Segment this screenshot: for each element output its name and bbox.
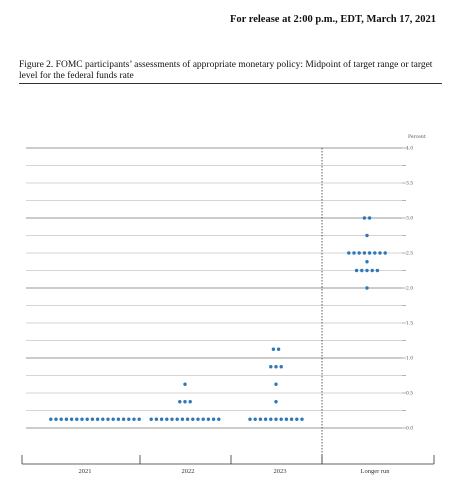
participant-dot bbox=[365, 233, 369, 238]
participant-dot bbox=[217, 417, 221, 421]
y-tick-label: 4.0 bbox=[406, 146, 413, 152]
participant-dot bbox=[367, 216, 372, 220]
participant-dot bbox=[178, 400, 182, 404]
participant-dot bbox=[367, 251, 372, 255]
participant-dot bbox=[54, 417, 58, 421]
participant-dot bbox=[274, 400, 278, 404]
participant-dot bbox=[75, 417, 79, 421]
participant-dot bbox=[188, 400, 192, 404]
y-tick-label: 3.5 bbox=[406, 181, 413, 187]
x-tick-label: 2021 bbox=[79, 468, 92, 475]
participant-dot bbox=[253, 417, 257, 421]
participant-dot bbox=[95, 417, 100, 421]
y-tick-label: 0.5 bbox=[406, 391, 413, 397]
participant-dot bbox=[132, 417, 136, 421]
participant-dot bbox=[191, 417, 195, 421]
participant-dot bbox=[64, 417, 69, 421]
y-tick-label: 2.5 bbox=[406, 251, 413, 257]
participant-dot bbox=[206, 417, 211, 421]
participant-dot bbox=[196, 417, 200, 421]
participant-dot bbox=[357, 251, 361, 255]
participant-dot bbox=[59, 417, 63, 421]
participant-dot bbox=[271, 347, 276, 351]
participant-dot bbox=[170, 417, 174, 421]
participant-dot bbox=[85, 417, 89, 421]
participant-dot bbox=[274, 417, 278, 421]
y-tick-label: 2.0 bbox=[406, 286, 413, 292]
x-tick-label: 2023 bbox=[274, 468, 287, 475]
participant-dot bbox=[183, 382, 187, 386]
participant-dot bbox=[295, 417, 299, 421]
participant-dot bbox=[365, 260, 369, 264]
participant-dot bbox=[258, 417, 263, 421]
participant-dot bbox=[274, 365, 278, 369]
participant-dot bbox=[373, 251, 377, 255]
participant-dot bbox=[378, 251, 382, 255]
participant-dot bbox=[49, 417, 53, 421]
release-line: For release at 2:00 p.m., EDT, March 17,… bbox=[230, 14, 436, 25]
y-tick-label: 1.0 bbox=[406, 356, 413, 362]
participant-dot bbox=[201, 417, 205, 421]
participant-dot bbox=[137, 417, 141, 421]
participant-dot bbox=[211, 417, 216, 421]
participant-dot bbox=[365, 286, 369, 290]
participant-dot bbox=[276, 347, 281, 351]
participant-dot bbox=[370, 268, 374, 273]
participant-dot bbox=[375, 268, 380, 273]
participant-dot bbox=[106, 417, 110, 421]
participant-dot bbox=[80, 417, 84, 421]
participant-dot bbox=[279, 417, 283, 421]
participant-dot bbox=[185, 417, 190, 421]
participant-dot bbox=[274, 382, 278, 386]
x-tick-label: 2022 bbox=[182, 468, 195, 475]
caption-rule bbox=[19, 83, 442, 84]
participant-dot bbox=[289, 417, 294, 421]
participant-dot bbox=[248, 417, 252, 421]
participant-dot bbox=[352, 251, 356, 255]
participant-dot bbox=[284, 417, 289, 421]
participant-dot bbox=[149, 417, 153, 421]
participant-dot bbox=[127, 417, 131, 421]
participant-dot bbox=[90, 417, 95, 421]
y-tick-label: 1.5 bbox=[406, 321, 413, 327]
participant-dot bbox=[165, 417, 169, 421]
y-axis-label: Percent bbox=[408, 134, 426, 140]
participant-dot bbox=[362, 251, 367, 255]
participant-dot bbox=[121, 417, 126, 421]
participant-dot bbox=[362, 216, 367, 220]
participant-dot bbox=[111, 417, 115, 421]
participant-dot bbox=[69, 417, 74, 421]
participant-dot bbox=[180, 417, 185, 421]
participant-dot bbox=[116, 417, 121, 421]
participant-dot bbox=[365, 268, 369, 273]
participant-dot bbox=[279, 365, 283, 369]
participant-dot bbox=[354, 268, 359, 273]
participant-dot bbox=[269, 365, 273, 369]
participant-dot bbox=[101, 417, 105, 421]
participant-dot bbox=[263, 417, 268, 421]
x-tick-label: Longer run bbox=[360, 468, 390, 475]
participant-dot bbox=[154, 417, 159, 421]
participant-dot bbox=[347, 251, 351, 255]
y-tick-label: 3.0 bbox=[406, 216, 413, 222]
y-tick-label: 0.0 bbox=[406, 426, 413, 432]
participant-dot bbox=[360, 268, 364, 273]
participant-dot bbox=[159, 417, 164, 421]
participant-dot bbox=[183, 400, 187, 404]
participant-dot bbox=[175, 417, 179, 421]
participant-dot bbox=[269, 417, 273, 421]
participant-dot bbox=[383, 251, 387, 255]
participant-dot bbox=[300, 417, 304, 421]
figure-caption: Figure 2. FOMC participants’ assessments… bbox=[19, 60, 433, 81]
